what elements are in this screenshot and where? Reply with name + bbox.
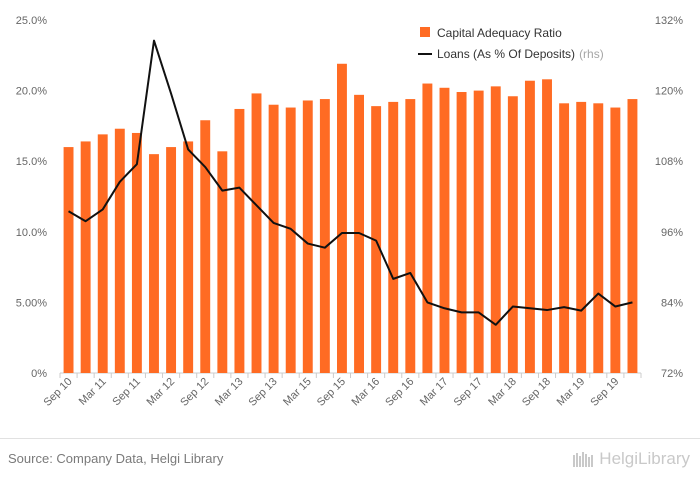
- footer-divider: [0, 438, 700, 439]
- y-left-tick-label: 25.0%: [16, 15, 47, 27]
- y-right-tick-label: 72%: [661, 368, 683, 380]
- bar: [610, 107, 621, 373]
- y-left-tick-label: 20.0%: [16, 86, 47, 98]
- legend-label-loans: Loans (As % Of Deposits) (rhs): [437, 47, 604, 61]
- bar: [183, 141, 194, 373]
- library-books-icon: [573, 452, 594, 467]
- legend-swatch-bar: [420, 27, 430, 37]
- legend-label-capital-adequacy: Capital Adequacy Ratio: [437, 26, 562, 40]
- x-tick-label: Mar 12: [144, 376, 177, 409]
- chart-svg: 0% 5.00% 10.0% 15.0% 20.0% 25.0% 72% 84% 96% 108%…: [16, 15, 683, 409]
- y-right-tick-label: 96%: [661, 227, 683, 239]
- x-tick-label: Mar 11: [77, 376, 109, 408]
- bar: [285, 107, 296, 373]
- source-note: Source: Company Data, Helgi Library: [8, 451, 224, 466]
- y-right-tick-label: 132%: [655, 15, 683, 27]
- x-tick-label: Mar 13: [213, 376, 246, 409]
- bar: [627, 99, 638, 373]
- y-right-tick-label: 120%: [655, 86, 683, 98]
- bar: [473, 90, 484, 373]
- bar: [217, 151, 228, 373]
- x-tick-label: Mar 15: [281, 376, 314, 409]
- brand-name: HelgiLibrary: [599, 449, 690, 468]
- bar: [319, 99, 330, 373]
- bars: [63, 63, 638, 374]
- x-tick-label: Sep 12: [178, 376, 211, 409]
- y-right-tick-label: 108%: [655, 156, 683, 168]
- bar: [114, 128, 125, 373]
- bar: [593, 103, 604, 373]
- bar: [524, 80, 535, 373]
- bar: [388, 101, 399, 374]
- bar: [490, 86, 501, 374]
- bar: [200, 120, 211, 373]
- bar: [234, 108, 245, 374]
- y-left-tick-label: 0%: [31, 368, 47, 380]
- legend-label-loans-name: Loans (As % Of Deposits): [437, 47, 575, 61]
- bar: [97, 134, 108, 373]
- x-tick-label: Sep 18: [520, 376, 553, 409]
- bar: [405, 99, 416, 373]
- bar: [131, 132, 142, 373]
- x-tick-label: Sep 11: [110, 376, 143, 409]
- bar: [559, 103, 570, 373]
- line-series: [68, 39, 633, 326]
- bar: [80, 141, 91, 373]
- x-tick-label: Mar 17: [418, 376, 451, 409]
- bar: [251, 93, 262, 374]
- y-left-tick-label: 5.00%: [16, 297, 47, 309]
- x-tick-label: Sep 16: [383, 376, 416, 409]
- bar: [149, 154, 159, 373]
- bar: [507, 96, 518, 373]
- legend: Capital Adequacy Ratio Loans (As % Of De…: [418, 26, 604, 61]
- x-tick-label: Sep 15: [315, 376, 348, 409]
- bar: [456, 92, 467, 373]
- bar: [576, 101, 587, 374]
- y-left-tick-label: 15.0%: [16, 156, 47, 168]
- bar: [302, 100, 313, 373]
- x-tick-label: Sep 10: [42, 376, 75, 409]
- y-right-tick-label: 84%: [661, 297, 683, 309]
- bar: [439, 87, 450, 373]
- x-tick-label: Sep 13: [247, 376, 280, 409]
- bar: [422, 83, 433, 373]
- y-left-tick-label: 10.0%: [16, 227, 47, 239]
- bar: [166, 147, 177, 373]
- legend-label-loans-suffix: (rhs): [579, 47, 604, 61]
- x-tick-label: Mar 16: [350, 376, 383, 409]
- x-tick-label: Mar 19: [555, 376, 588, 409]
- loans-line: [68, 39, 633, 326]
- bar: [63, 147, 74, 373]
- x-tick-label: Mar 18: [486, 376, 519, 409]
- bar: [337, 63, 347, 374]
- brand-logo: HelgiLibrary: [572, 449, 690, 469]
- bar: [268, 104, 279, 373]
- x-tick-label: Sep 17: [452, 376, 485, 409]
- bar: [542, 79, 552, 374]
- x-tick-label: Sep 19: [588, 376, 621, 409]
